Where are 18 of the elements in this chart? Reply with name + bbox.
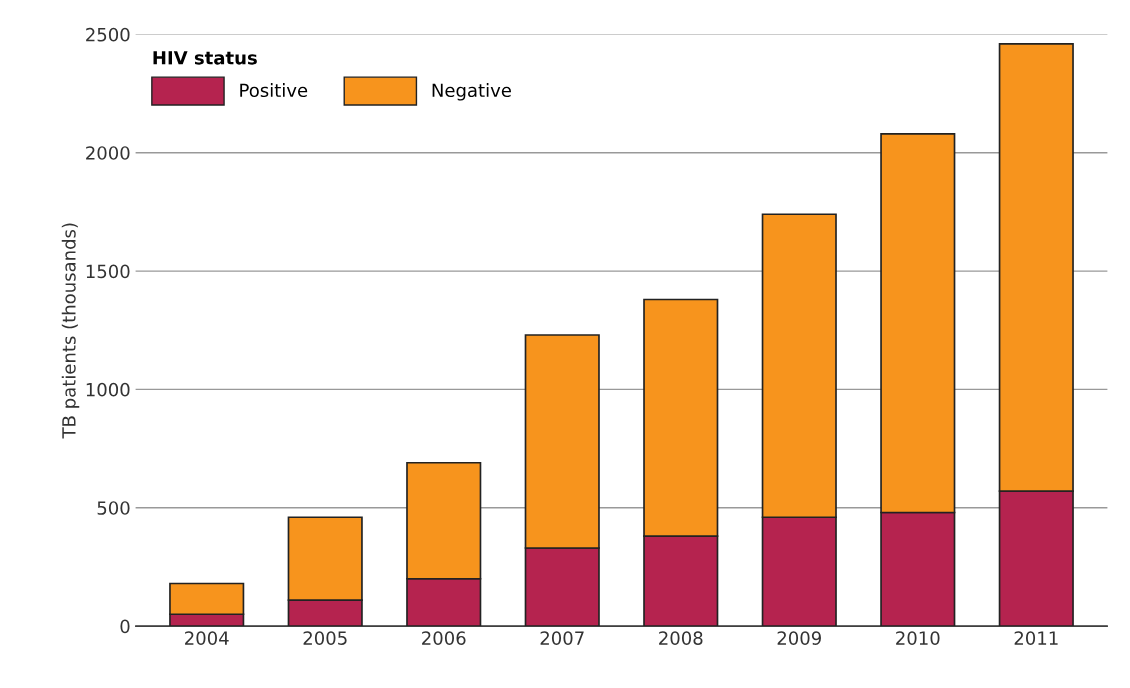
y-axis-title: TB patients (thousands) <box>61 223 80 439</box>
x-tick-label: 2007 <box>540 631 584 645</box>
x-tick-label: 2008 <box>659 631 703 645</box>
legend-label: Negative <box>432 83 511 101</box>
y-tick-label: 500 <box>97 501 130 515</box>
x-tick-label: 2005 <box>303 631 347 645</box>
legend-label: Positive <box>240 83 308 98</box>
legend-title: HIV status <box>153 51 257 65</box>
x-tick-label: 2011 <box>1014 631 1058 645</box>
y-tick-label: 1000 <box>86 382 130 397</box>
y-tick-label: 0 <box>120 619 130 634</box>
x-tick-label: 2004 <box>185 631 229 645</box>
x-tick-label: 2006 <box>422 631 466 645</box>
y-tick-label: 2000 <box>86 146 130 160</box>
x-tick-label: 2010 <box>896 631 940 645</box>
x-tick-label: 2009 <box>777 631 821 645</box>
y-tick-label: 2500 <box>86 27 130 42</box>
y-tick-label: 1500 <box>86 264 130 279</box>
